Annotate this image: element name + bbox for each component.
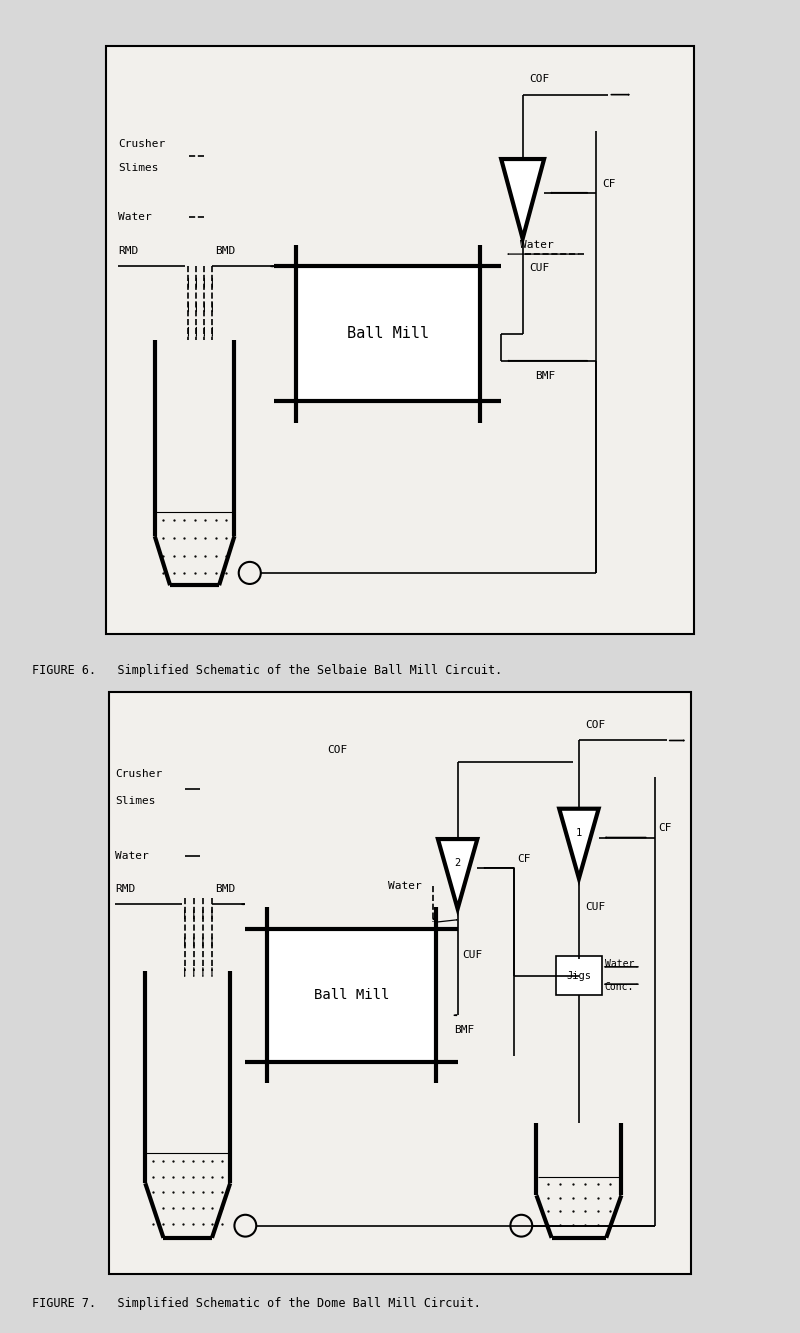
Text: RMD: RMD [118, 247, 138, 256]
Text: Ball Mill: Ball Mill [346, 327, 429, 341]
Text: Slimes: Slimes [115, 796, 155, 806]
Text: CUF: CUF [585, 901, 606, 912]
Text: BMD: BMD [215, 884, 235, 894]
Text: Water: Water [388, 881, 422, 890]
Text: Conc.: Conc. [605, 982, 634, 992]
Text: Crusher: Crusher [115, 769, 162, 778]
Text: Water: Water [519, 240, 554, 249]
Text: Water: Water [605, 958, 634, 969]
Text: Slimes: Slimes [118, 163, 158, 173]
Text: FIGURE 6.   Simplified Schematic of the Selbaie Ball Mill Circuit.: FIGURE 6. Simplified Schematic of the Se… [32, 664, 502, 677]
Text: Water: Water [118, 212, 152, 223]
Text: 1: 1 [576, 828, 582, 838]
Text: BMF: BMF [454, 1025, 475, 1036]
Bar [296, 267, 480, 401]
Text: FIGURE 7.   Simplified Schematic of the Dome Ball Mill Circuit.: FIGURE 7. Simplified Schematic of the Do… [32, 1297, 481, 1310]
Polygon shape [438, 838, 478, 909]
Text: Water: Water [115, 850, 149, 861]
Text: CUF: CUF [462, 950, 482, 960]
Text: 2: 2 [454, 858, 461, 869]
Text: Jigs: Jigs [566, 970, 591, 981]
Polygon shape [501, 159, 544, 239]
Text: CUF: CUF [529, 263, 549, 273]
Text: BMF: BMF [535, 371, 555, 381]
Text: COF: COF [327, 745, 347, 754]
Text: CF: CF [602, 179, 616, 188]
Text: COF: COF [585, 720, 606, 730]
Bar [556, 956, 602, 996]
Text: BMD: BMD [215, 247, 236, 256]
Text: CF: CF [517, 853, 530, 864]
Polygon shape [559, 809, 598, 878]
Text: CF: CF [658, 824, 671, 833]
Text: Crusher: Crusher [118, 139, 165, 149]
Text: Ball Mill: Ball Mill [314, 988, 389, 1002]
Text: COF: COF [529, 75, 549, 84]
Bar [266, 929, 436, 1062]
Text: RMD: RMD [115, 884, 135, 894]
